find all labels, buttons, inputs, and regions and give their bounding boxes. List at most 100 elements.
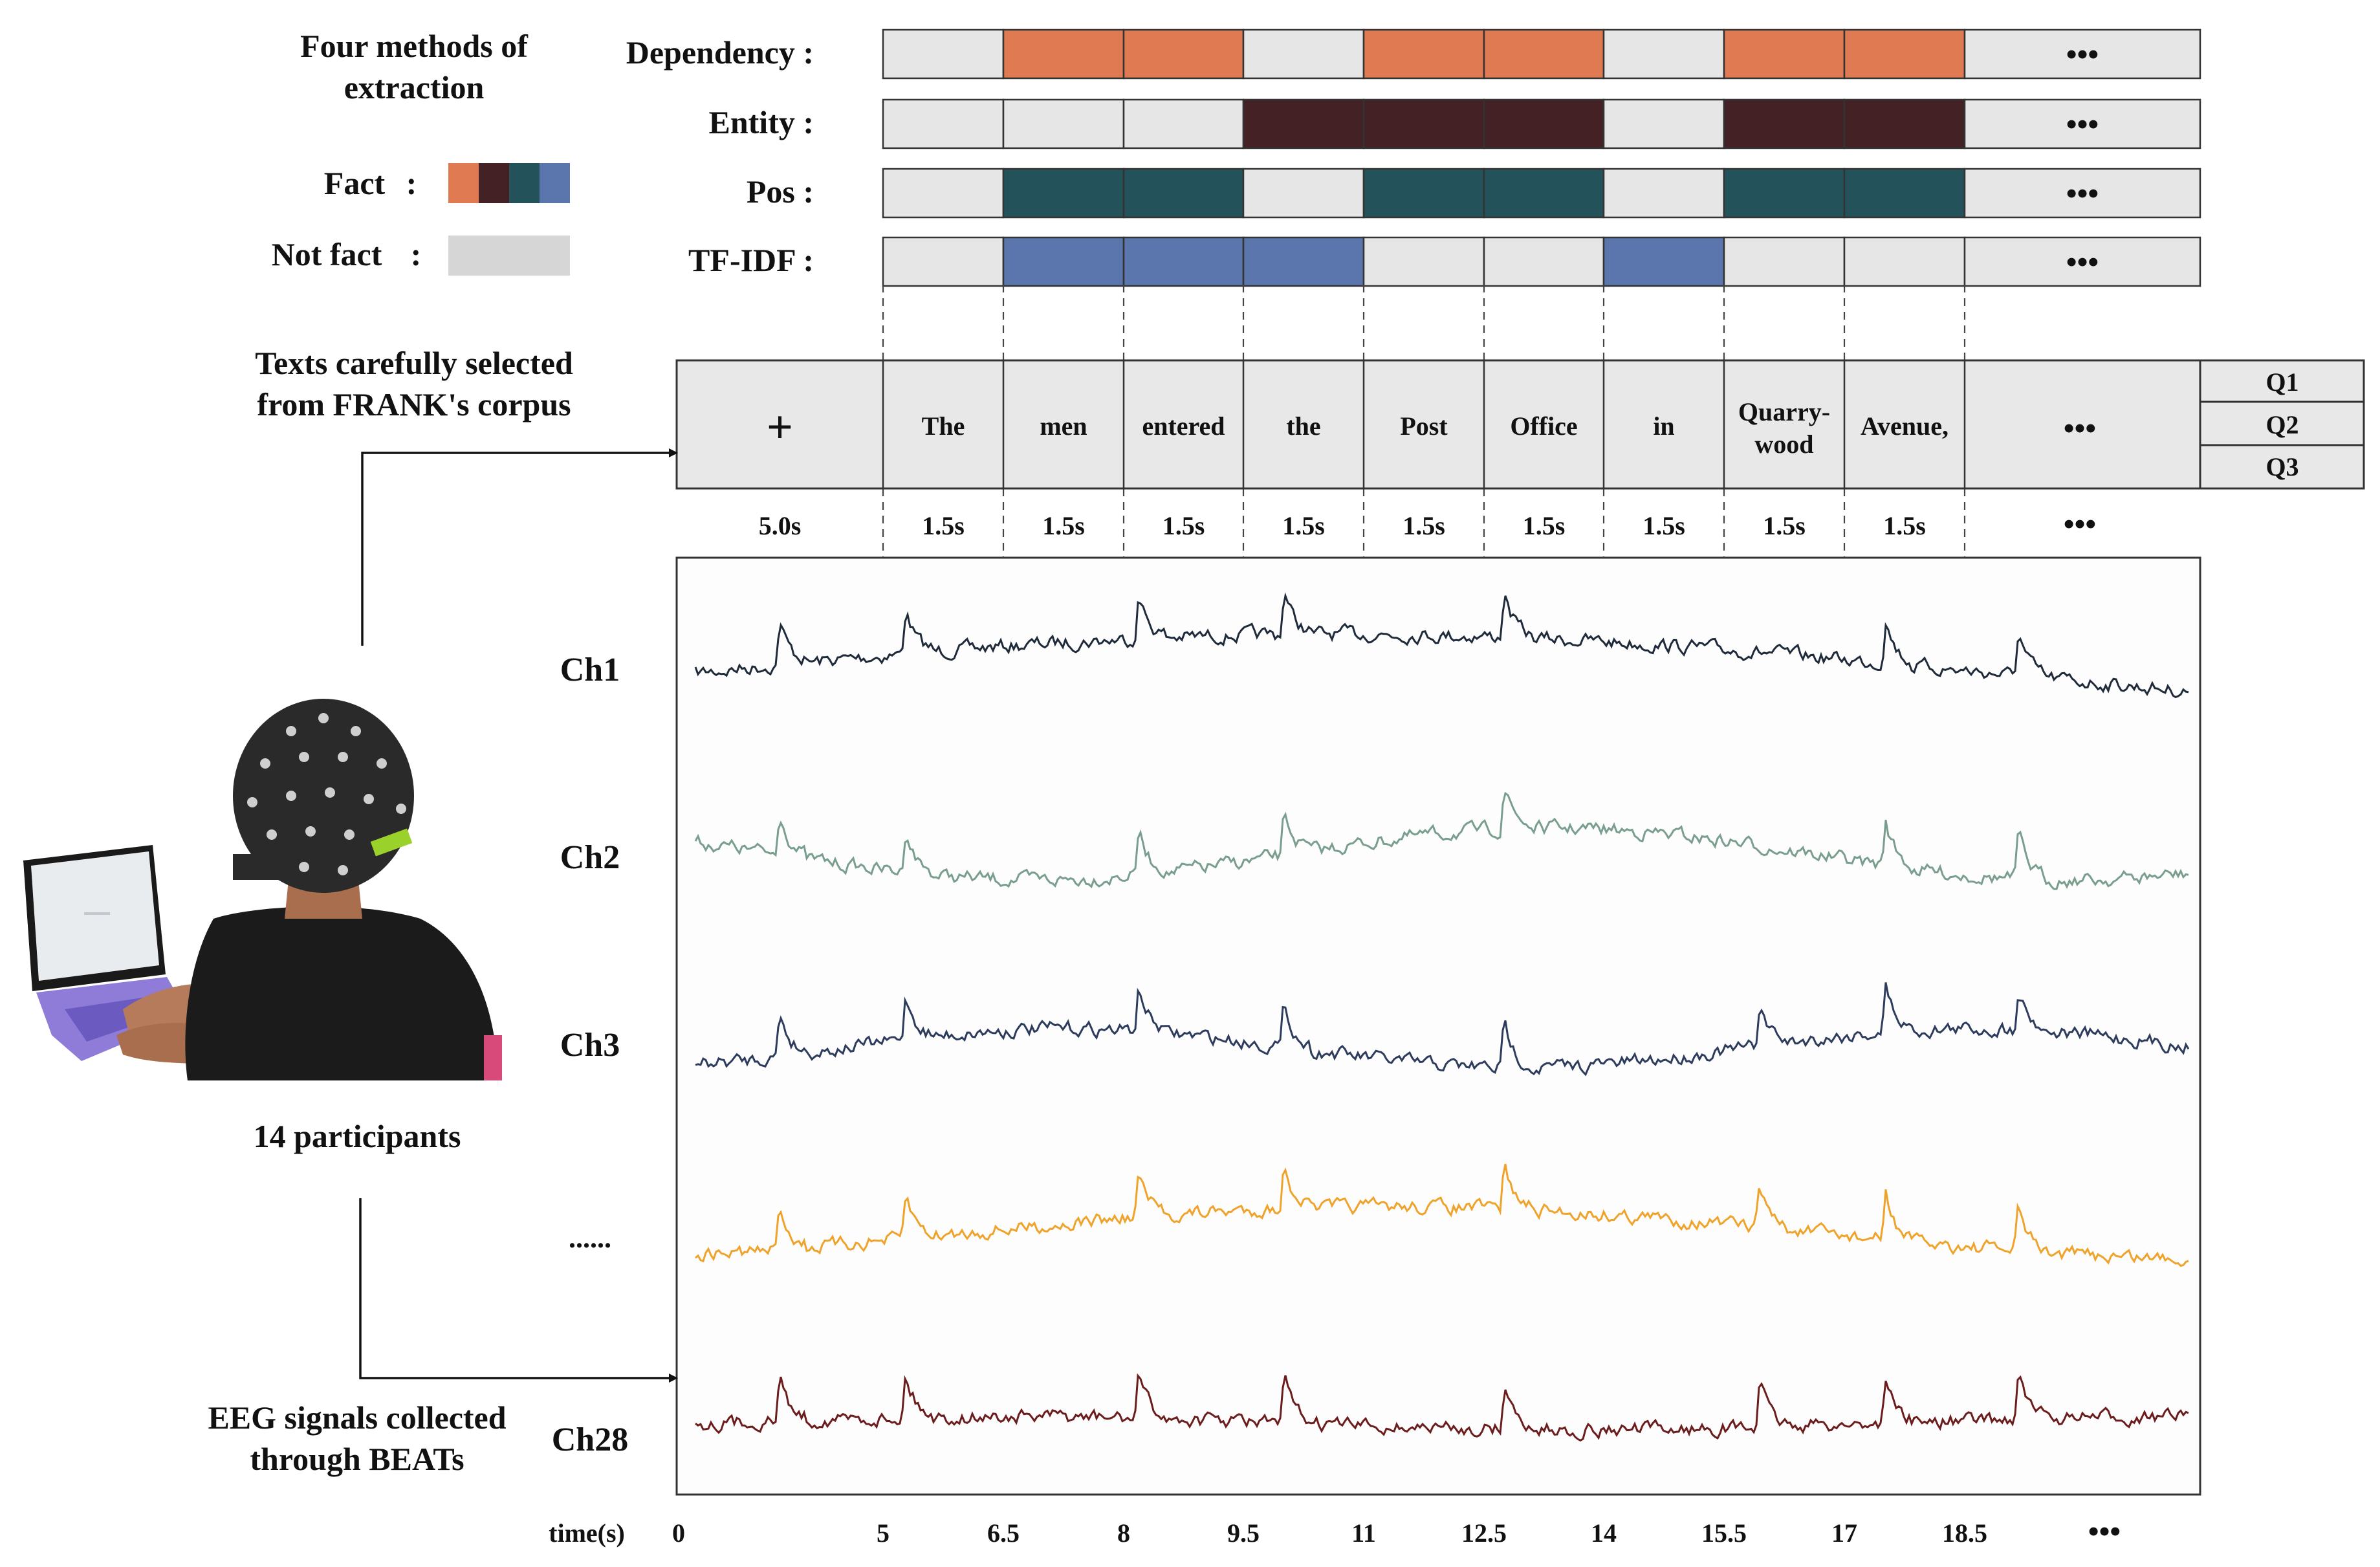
- fact-cell: [1843, 168, 1966, 219]
- word-token: Post: [1400, 411, 1448, 441]
- time-tick-label: 6.5: [987, 1518, 1020, 1548]
- fact-cell: [1362, 168, 1485, 219]
- not-fact-cell: [1602, 28, 1725, 80]
- not-fact-cell: [1602, 168, 1725, 219]
- continuation-cell: [1963, 236, 2201, 287]
- not-fact-cell: [882, 28, 1005, 80]
- not-fact-cell: [882, 236, 1005, 287]
- channel-label: Ch3: [560, 1027, 620, 1064]
- fact-swatch-dependency: [448, 163, 479, 203]
- fact-cell: [1602, 236, 1725, 287]
- fact-cell: [1723, 98, 1846, 149]
- fact-cell: [1362, 98, 1485, 149]
- word-ellipsis: •••: [2064, 411, 2096, 446]
- question-q2: Q2: [2265, 410, 2298, 439]
- eeg-plot-frame: [675, 556, 2201, 1496]
- word-duration: 5.0s: [759, 511, 802, 540]
- fact-cell: [1122, 236, 1245, 287]
- word-duration: 1.5s: [1643, 511, 1685, 540]
- word-token: in: [1653, 411, 1674, 441]
- fact-cell: [1843, 98, 1966, 149]
- fact-cell: [1002, 28, 1125, 80]
- flow-arrows: [359, 448, 678, 1383]
- arrow-to-text-table: [361, 448, 678, 646]
- legend-title-line1: Four methods of: [300, 28, 529, 64]
- not-fact-colon: :: [411, 236, 422, 272]
- eeg-traces: [694, 592, 2190, 1442]
- word-duration: 1.5s: [922, 511, 965, 540]
- fact-cell: [1483, 168, 1605, 219]
- participant-illustration: [23, 699, 502, 1087]
- method-label: TF-IDF :: [688, 242, 814, 278]
- word-duration: 1.5s: [1042, 511, 1085, 540]
- fact-swatch-tfidf: [540, 163, 570, 203]
- eeg-trace-5: [695, 1373, 2189, 1442]
- time-tick-label: 18.5: [1942, 1518, 1987, 1548]
- time-tick-label: 12.5: [1461, 1518, 1507, 1548]
- time-tick-label: 14: [1591, 1518, 1617, 1548]
- question-q3: Q3: [2265, 452, 2298, 481]
- not-fact-cell: [1723, 236, 1846, 287]
- durations: 5.0s 1.5s 1.5s 1.5s 1.5s 1.5s 1.5s 1.5s 1.5s 1.5s: [759, 511, 1926, 540]
- continuation-cell: [1963, 28, 2201, 80]
- method-label: Entity :: [709, 104, 814, 140]
- fact-label: Fact: [324, 165, 386, 201]
- not-fact-cell: [1483, 236, 1605, 287]
- not-fact-cell: [1242, 168, 1365, 219]
- method-row-2: Entity : •••: [709, 98, 2201, 149]
- method-row-4: TF-IDF : •••: [688, 236, 2201, 287]
- legend: Four methods of extraction Fact : Not fa…: [272, 28, 570, 276]
- row-ellipsis: •••: [2066, 107, 2099, 142]
- word-token: Quarry-wood: [1738, 397, 1830, 459]
- corpus-caption-line2: from FRANK's corpus: [257, 386, 571, 422]
- time-axis-ellipsis: •••: [2088, 1515, 2121, 1549]
- not-fact-cell: [1002, 98, 1125, 149]
- participants-label: 14 participants: [254, 1118, 461, 1154]
- row-ellipsis: •••: [2066, 38, 2099, 72]
- not-fact-cell: [1602, 98, 1725, 149]
- method-row-3: Pos : •••: [747, 168, 2201, 219]
- word-token: men: [1040, 411, 1087, 441]
- question-q1: Q1: [2265, 367, 2298, 397]
- corpus-caption-line1: Texts carefully selected: [255, 345, 573, 381]
- legend-title-line2: extraction: [344, 69, 485, 105]
- time-tick-label: 17: [1831, 1518, 1857, 1548]
- word-token: entered: [1142, 411, 1225, 441]
- word-duration: 1.5s: [1523, 511, 1566, 540]
- channel-labels: Ch1 Ch2 Ch3...... Ch28: [552, 652, 628, 1458]
- eeg-trace-2: [694, 791, 2189, 890]
- not-fact-cell: [1843, 236, 1966, 287]
- word-duration: 1.5s: [1403, 511, 1445, 540]
- question-box: Q1 Q2 Q3: [2199, 359, 2365, 490]
- continuation-cell: [1963, 98, 2201, 149]
- fact-colon: :: [406, 165, 417, 201]
- fact-cell: [1122, 28, 1245, 80]
- channel-label: Ch1: [560, 652, 620, 688]
- fact-swatch-entity: [479, 163, 509, 203]
- eeg-caption-line2: through BEATs: [250, 1441, 464, 1477]
- duration-ellipsis: •••: [2064, 507, 2096, 542]
- time-axis: time(s) ••• 0 5 6.5 8 9.5 11 12.5 14 15.5 17 18.5: [549, 1515, 2121, 1549]
- time-tick-label: 15.5: [1701, 1518, 1747, 1548]
- time-tick-label: 8: [1117, 1518, 1130, 1548]
- time-tick-label: 5: [877, 1518, 890, 1548]
- fact-cell: [1723, 28, 1846, 80]
- word-table-frame: [675, 359, 2201, 490]
- channel-label: Ch28: [552, 1421, 628, 1458]
- time-tick-label: 0: [672, 1518, 685, 1548]
- time-tick-label: 9.5: [1227, 1518, 1260, 1548]
- method-row-1: Dependency : •••: [626, 28, 2201, 80]
- word-duration: 1.5s: [1282, 511, 1325, 540]
- channel-label: ......: [569, 1222, 611, 1254]
- not-fact-cell: [882, 168, 1005, 219]
- word-token: Avenue,: [1861, 411, 1949, 441]
- word-token: The: [922, 411, 965, 441]
- not-fact-cell: [1242, 28, 1365, 80]
- not-fact-cell: [1122, 98, 1245, 149]
- participant-torso: [185, 906, 498, 1087]
- eeg-trace-4: [695, 1163, 2189, 1267]
- not-fact-label: Not fact: [272, 236, 382, 272]
- eeg-trace-3: [695, 982, 2190, 1077]
- word-token: Office: [1510, 411, 1577, 441]
